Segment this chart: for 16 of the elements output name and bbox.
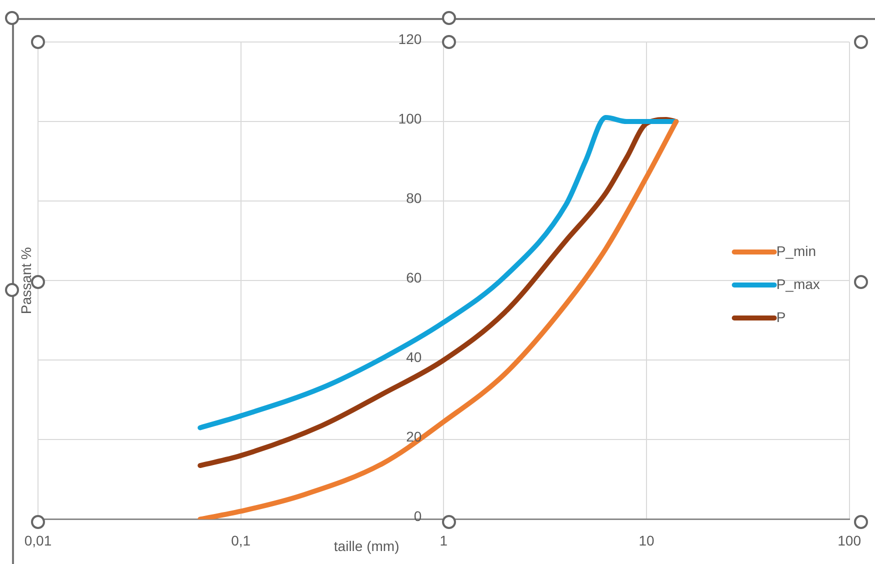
y-tick-label: 40 [406, 348, 422, 365]
x-tick-label: 1 [440, 532, 448, 548]
y-tick-label: 20 [406, 428, 422, 445]
x-tick-label: 10 [638, 532, 654, 548]
x-tick-label: 0,01 [24, 532, 52, 548]
y-tick-label: 100 [398, 110, 422, 126]
x-tick-label: 100 [838, 532, 862, 548]
x-axis-title: taille (mm) [334, 538, 400, 554]
y-tick-label: 60 [406, 269, 422, 286]
y-axis-title: Passant % [18, 247, 34, 314]
legend-label: P_min [776, 242, 816, 259]
y-tick-label: 80 [406, 190, 422, 206]
y-tick-label: 120 [398, 30, 422, 47]
legend-label: P [776, 308, 786, 325]
x-tick-label: 0,1 [231, 532, 251, 548]
legend-label: P_max [776, 276, 820, 292]
